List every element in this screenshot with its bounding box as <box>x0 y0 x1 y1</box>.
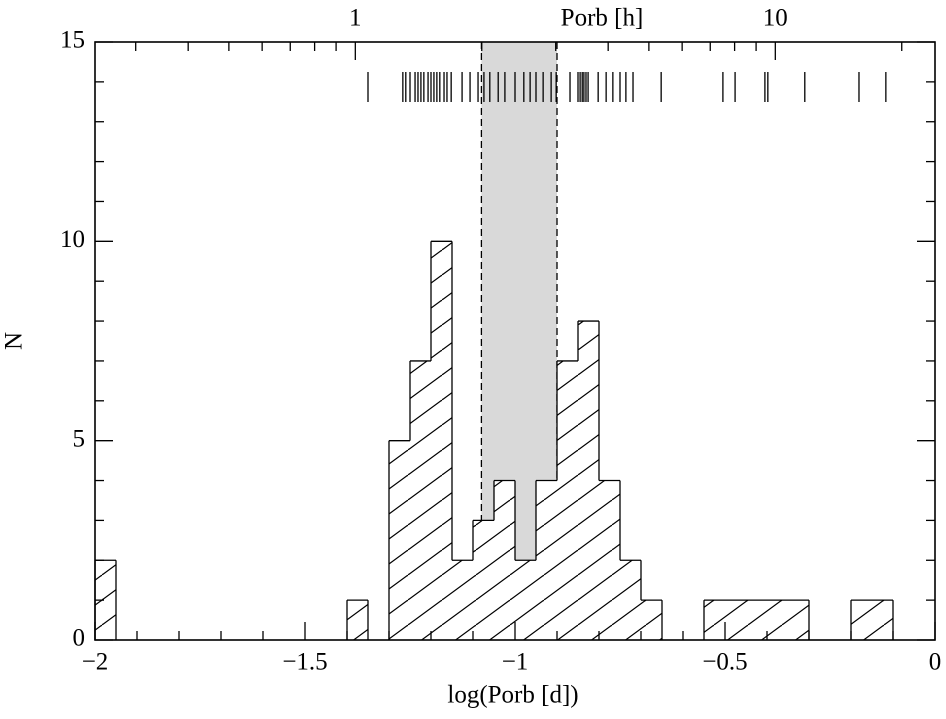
bar-fill <box>95 560 116 640</box>
bar <box>746 599 767 640</box>
bar-fill <box>767 600 788 640</box>
bar <box>514 480 536 640</box>
bar-fill <box>473 520 494 640</box>
bar-fill <box>452 560 473 640</box>
bar <box>619 480 641 640</box>
x-tick-label: −1 <box>502 649 529 676</box>
bar-fill <box>788 600 809 640</box>
bar-fill <box>725 600 746 640</box>
bar <box>535 479 557 640</box>
bar <box>388 440 410 640</box>
x-tick-label: −0.5 <box>702 649 747 676</box>
bar-fill <box>515 560 536 640</box>
x-axis-title: log(Porb [d]) <box>447 682 578 709</box>
bar <box>850 599 872 640</box>
y-tick-label: 10 <box>60 226 85 253</box>
bar <box>472 519 494 640</box>
bar-fill <box>494 480 515 640</box>
x2-tick-label: 10 <box>763 5 788 32</box>
top-axis-title: Porb [h] <box>561 5 644 32</box>
bar-fill <box>851 600 872 640</box>
bar <box>640 560 662 640</box>
bar <box>451 241 473 640</box>
bar <box>872 599 893 640</box>
bar <box>493 479 515 640</box>
bar-fill <box>872 600 893 640</box>
x-tick-label: −1.5 <box>282 649 327 676</box>
bar <box>577 320 599 640</box>
y-axis-title: N <box>1 332 28 350</box>
bar <box>598 321 620 640</box>
bar <box>725 599 746 640</box>
bar-fill <box>746 600 767 640</box>
bar <box>767 599 788 640</box>
bar-fill <box>704 600 725 640</box>
bar-fill <box>536 480 557 640</box>
bar-fill <box>620 560 641 640</box>
bar <box>788 599 809 640</box>
bar <box>703 599 725 640</box>
bar-fill <box>578 321 599 640</box>
x-tick-label: −2 <box>82 649 109 676</box>
bar-fill <box>431 241 452 641</box>
bar-fill <box>557 360 578 640</box>
x2-tick-label: 1 <box>349 5 362 32</box>
bar-fill <box>347 600 368 640</box>
bar-fill <box>641 600 662 640</box>
bar <box>430 240 452 641</box>
y-tick-label: 15 <box>60 27 85 54</box>
bar <box>556 360 578 640</box>
y-tick-label: 0 <box>73 625 86 652</box>
y-tick-label: 5 <box>73 425 86 452</box>
x-tick-label: 0 <box>929 649 942 676</box>
bar <box>346 599 368 640</box>
bar-fill <box>599 480 620 640</box>
bar-fill <box>410 360 431 640</box>
bar <box>409 360 431 640</box>
bar-fill <box>389 440 410 640</box>
